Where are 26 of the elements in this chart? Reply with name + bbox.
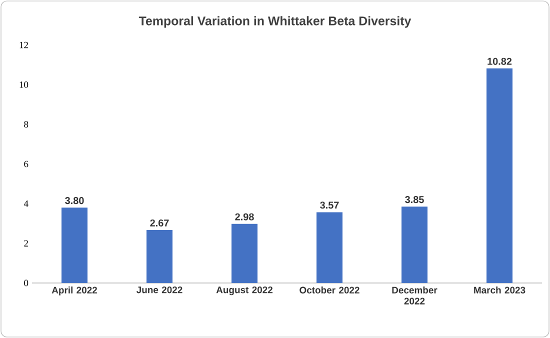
- bar: [62, 208, 88, 283]
- x-tick-label: October 2022: [300, 286, 360, 294]
- y-tick-label: 12: [20, 42, 28, 48]
- data-label: 3.80: [65, 197, 84, 204]
- y-tick-label: 0: [24, 280, 28, 286]
- data-label: 3.85: [405, 196, 424, 204]
- x-tick-label: March 2023: [474, 286, 526, 294]
- x-tick-label: April 2022: [52, 286, 98, 296]
- bar: [402, 206, 428, 283]
- x-tick-label: December 2022: [392, 286, 438, 304]
- y-tick-label: 6: [24, 160, 28, 168]
- x-tick-label: June 2022: [136, 286, 182, 294]
- data-label: 2.98: [235, 213, 254, 220]
- bar: [486, 68, 513, 283]
- bar: [316, 212, 342, 283]
- data-label: 10.82: [488, 58, 512, 65]
- data-label: 2.67: [150, 219, 169, 227]
- y-tick-label: 2: [24, 240, 28, 246]
- chart-title: Temporal Variation in Whittaker Beta Diversity: [138, 16, 412, 28]
- y-tick-label: 4: [24, 200, 28, 207]
- y-tick-label: 10: [20, 81, 28, 88]
- bar: [146, 230, 172, 283]
- x-tick-label: August 2022: [216, 286, 273, 296]
- data-label: 3.57: [320, 202, 339, 209]
- bar: [232, 224, 258, 283]
- y-tick-label: 8: [24, 121, 28, 128]
